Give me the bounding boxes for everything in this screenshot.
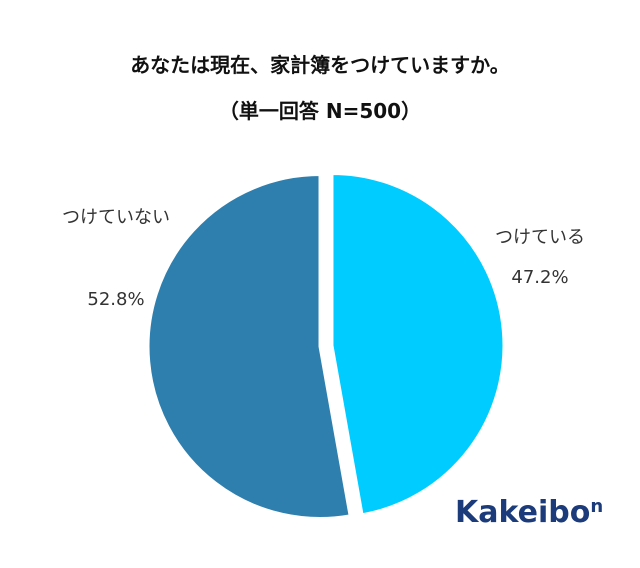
category-label: つけている bbox=[495, 227, 585, 248]
pie-slice bbox=[330, 171, 506, 517]
logo: Kakeibon bbox=[455, 495, 603, 530]
pie bbox=[146, 171, 506, 521]
category-label: つけていない bbox=[62, 207, 170, 228]
logo-main: Kakeibo bbox=[455, 495, 590, 530]
chart-subtitle: （単一回答 N=500） bbox=[219, 99, 421, 123]
pie-slice bbox=[146, 173, 352, 521]
logo-sup: n bbox=[590, 496, 603, 517]
chart-title: あなたは現在、家計簿をつけていますか。 bbox=[130, 53, 510, 77]
value-label: 52.8% bbox=[87, 289, 145, 310]
value-label: 47.2% bbox=[511, 267, 569, 288]
